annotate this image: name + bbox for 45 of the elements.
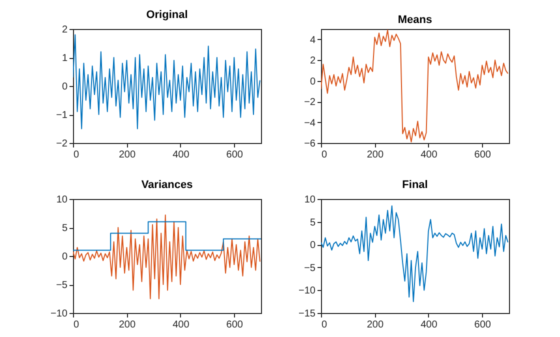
y-tick-label: 10 [56, 194, 68, 206]
y-tick-label: 1 [62, 53, 68, 64]
y-tick-label: −5 [304, 262, 316, 274]
x-tick-label: 200 [366, 150, 384, 160]
y-tick-label: −5 [56, 280, 68, 291]
y-tick-label: −2 [56, 138, 68, 150]
y-tick-label: −15 [298, 308, 316, 320]
x-tick-label: 600 [474, 320, 492, 330]
x-tick-label: 200 [118, 320, 136, 330]
chart-title: Final [402, 179, 428, 191]
x-tick-label: 400 [420, 150, 438, 160]
y-tick-label: 5 [310, 217, 316, 228]
y-tick-label: 5 [62, 223, 68, 234]
line-series [73, 214, 260, 300]
x-tick-label: 200 [366, 320, 384, 330]
x-tick-label: 600 [226, 150, 244, 160]
y-tick-label: −2 [304, 97, 316, 108]
x-tick-label: 400 [420, 320, 438, 330]
y-tick-label: −10 [50, 308, 68, 320]
x-tick-label: 0 [74, 150, 80, 160]
y-tick-label: −4 [304, 118, 316, 129]
line-series [73, 34, 260, 130]
x-tick-label: 400 [172, 320, 190, 330]
y-tick-label: −1 [56, 110, 68, 121]
y-tick-label: 2 [310, 56, 316, 67]
y-tick-label: 0 [310, 240, 316, 252]
x-tick-label: 0 [322, 150, 328, 160]
chart-title: Means [398, 14, 432, 26]
y-tick-label: 0 [310, 76, 316, 88]
x-tick-label: 600 [474, 150, 492, 160]
chart-title: Variances [141, 179, 193, 191]
x-tick-label: 0 [74, 320, 80, 330]
y-tick-label: 0 [62, 82, 68, 92]
x-tick-label: 400 [172, 150, 190, 160]
x-tick-label: 0 [322, 320, 328, 330]
y-tick-label: 4 [310, 34, 316, 46]
y-tick-label: 0 [62, 252, 68, 262]
y-tick-label: −10 [298, 286, 316, 297]
x-tick-label: 200 [118, 150, 136, 160]
line-series [321, 205, 508, 302]
x-tick-label: 600 [226, 320, 244, 330]
y-tick-label: 10 [304, 194, 316, 206]
chart-title: Original [146, 9, 188, 21]
y-tick-label: −6 [304, 138, 316, 150]
y-tick-label: 2 [62, 24, 68, 36]
